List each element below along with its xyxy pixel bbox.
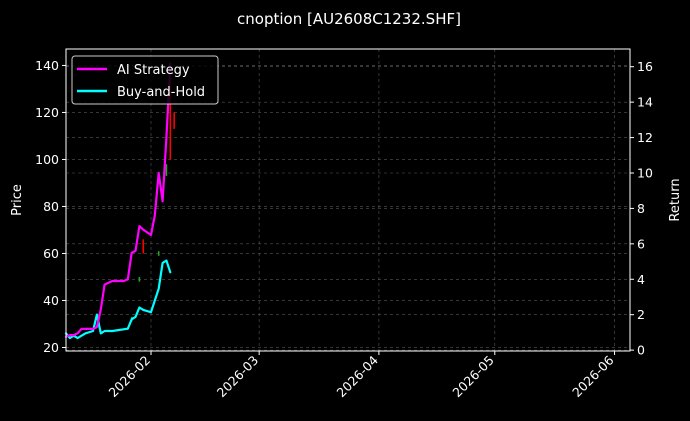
y2-tick-label: 0 bbox=[637, 343, 645, 358]
series-line-buy-and-hold bbox=[64, 259, 172, 340]
series-lines bbox=[64, 62, 172, 340]
y-tick-label: 40 bbox=[43, 293, 59, 308]
legend-label-buy-and-hold: Buy-and-Hold bbox=[117, 85, 205, 100]
legend-label-ai-strategy: AI Strategy bbox=[117, 63, 190, 78]
series-line-ai-strategy bbox=[64, 62, 172, 338]
y-tick-label: 140 bbox=[35, 58, 59, 73]
y2-tick-label: 12 bbox=[637, 130, 653, 145]
legend: AI Strategy Buy-and-Hold bbox=[71, 55, 219, 105]
y2-tick-label: 8 bbox=[637, 201, 645, 216]
y-axis-label: Price bbox=[10, 184, 25, 216]
y2-axis-label: Return bbox=[668, 178, 683, 221]
y-tick-label: 80 bbox=[43, 199, 59, 214]
y-tick-label: 100 bbox=[35, 152, 59, 167]
y-axis-right: 0 2 4 6 8 10 12 14 16 bbox=[630, 59, 653, 358]
y-tick-label: 120 bbox=[35, 105, 59, 120]
y2-tick-label: 10 bbox=[637, 165, 653, 180]
y-tick-label: 20 bbox=[43, 340, 59, 355]
y2-tick-label: 4 bbox=[637, 272, 645, 287]
y2-tick-label: 6 bbox=[637, 236, 645, 251]
y-tick-label: 60 bbox=[43, 246, 59, 261]
legend-box bbox=[71, 55, 219, 105]
plot-frame bbox=[65, 48, 631, 352]
y2-tick-label: 14 bbox=[637, 95, 653, 110]
chart-title: cnoption [AU2608C1232.SHF] bbox=[237, 10, 461, 28]
y2-tick-label: 2 bbox=[637, 307, 645, 322]
y-axis-left: 20 40 60 80 100 120 140 bbox=[35, 58, 66, 355]
y2-tick-label: 16 bbox=[637, 59, 653, 74]
